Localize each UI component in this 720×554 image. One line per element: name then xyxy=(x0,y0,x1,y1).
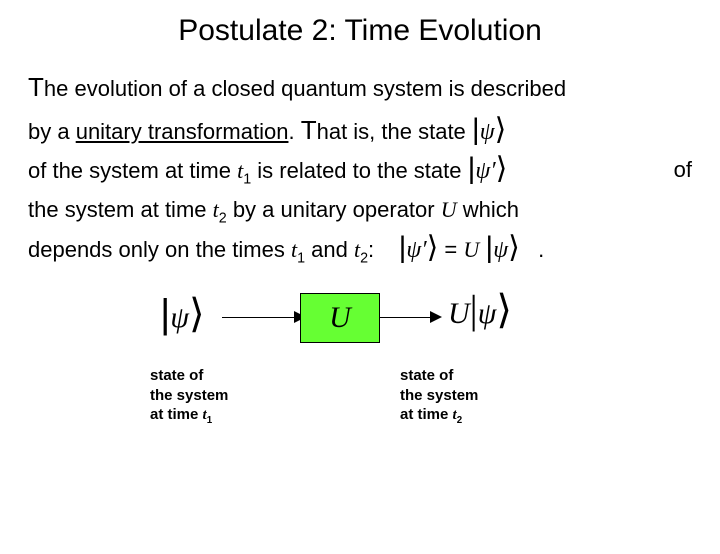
ket-psi-prime-eq: |ψ′⟩ xyxy=(399,237,439,262)
line3-post: is related to the state xyxy=(251,158,461,183)
psi-symbol: ψ xyxy=(480,119,495,145)
line5-U: U xyxy=(463,237,479,262)
line2-underline: unitary transformation xyxy=(76,119,289,144)
line5-pre: depends only on the times xyxy=(28,237,291,262)
diagram-psi-out: ψ xyxy=(478,297,497,330)
caption-left-l1: state of xyxy=(150,366,228,386)
diagram-psi-in: ψ xyxy=(170,301,189,334)
line2-cap: T xyxy=(301,115,317,145)
ket-psi-inline-1: |ψ⟩ xyxy=(472,119,506,144)
caption-left-l3: at time t1 xyxy=(150,405,228,428)
diagram-ket-out: U|ψ⟩ xyxy=(448,297,512,331)
line4-pre: the system at time xyxy=(28,197,213,222)
line-5: depends only on the times t1 and t2: |ψ′… xyxy=(28,231,692,271)
line4-U: U xyxy=(441,197,457,222)
line1-rest: he evolution of a closed quantum system … xyxy=(44,76,566,101)
caption-left-l2: the system xyxy=(150,386,228,406)
line-2: by a unitary transformation. That is, th… xyxy=(28,109,692,153)
psi-prime-symbol: ψ xyxy=(475,158,490,184)
ket-psi-eq: |ψ⟩ xyxy=(485,237,519,262)
psi-symbol-2: ψ xyxy=(493,237,508,263)
line5-eq: = xyxy=(444,237,463,262)
line5-and: and xyxy=(305,237,354,262)
slide-title: Postulate 2: Time Evolution xyxy=(0,14,720,48)
initial-cap: T xyxy=(28,72,44,102)
caption-right-l2: the system xyxy=(400,386,478,406)
line3-main: of the system at time t1 is related to t… xyxy=(28,152,507,192)
line4-mid: by a unitary operator xyxy=(227,197,441,222)
line-3: of the system at time t1 is related to t… xyxy=(28,152,692,192)
caption-right-l3-pre: at time xyxy=(400,406,453,423)
u-operator-box: U xyxy=(300,293,380,343)
caption-left-l3-pre: at time xyxy=(150,406,203,423)
line4-end: which xyxy=(457,197,519,222)
line-4: the system at time t2 by a unitary opera… xyxy=(28,192,692,231)
line5-colon: : xyxy=(368,237,374,262)
line5-s1: 1 xyxy=(297,251,305,267)
diagram-U-out: U xyxy=(448,297,470,330)
body-paragraph: The evolution of a closed quantum system… xyxy=(0,66,720,271)
arrow-in-line xyxy=(222,317,300,318)
arrow-out-head-icon xyxy=(430,311,442,323)
diagram: |ψ⟩ U U|ψ⟩ state of the system at time t… xyxy=(0,271,720,481)
line2-end: hat is, the state xyxy=(317,119,466,144)
psi-prime-symbol-2: ψ xyxy=(406,237,421,263)
line2-post: . xyxy=(288,119,300,144)
line2-pre: by a xyxy=(28,119,76,144)
line5-dot: . xyxy=(538,237,544,262)
arrow-out-line xyxy=(380,317,436,318)
caption-left-l3-sub: 1 xyxy=(207,415,212,426)
line-1: The evolution of a closed quantum system… xyxy=(28,66,692,109)
caption-right-l3-sub: 2 xyxy=(457,415,462,426)
line3-trail: of xyxy=(674,152,692,192)
line4-sub: 2 xyxy=(219,211,227,227)
caption-left: state of the system at time t1 xyxy=(150,366,228,428)
caption-right-l3: at time t2 xyxy=(400,405,478,428)
line3-sub: 1 xyxy=(243,172,251,188)
ket-psi-prime-inline: |ψ′⟩ xyxy=(468,158,508,183)
line3-pre: of the system at time xyxy=(28,158,237,183)
caption-right-l1: state of xyxy=(400,366,478,386)
diagram-ket-in: |ψ⟩ xyxy=(160,301,205,335)
caption-right: state of the system at time t2 xyxy=(400,366,478,428)
line5-s2: 2 xyxy=(360,251,368,267)
